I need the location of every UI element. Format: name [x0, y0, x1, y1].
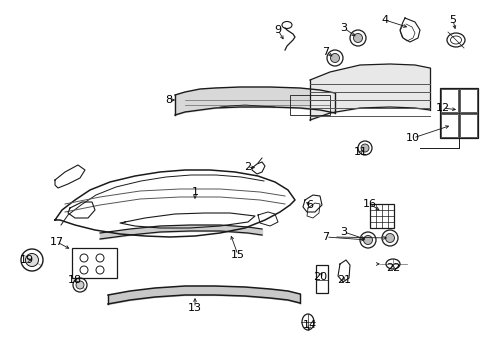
Text: 6: 6: [306, 200, 313, 210]
Text: 14: 14: [303, 320, 316, 330]
Text: 21: 21: [336, 275, 350, 285]
Ellipse shape: [363, 235, 372, 244]
Text: 1: 1: [191, 187, 198, 197]
Text: 12: 12: [435, 103, 449, 113]
Bar: [440, 114, 457, 137]
Text: 4: 4: [381, 15, 388, 25]
Bar: [439, 88, 477, 138]
Bar: [459, 89, 476, 112]
Text: 3: 3: [340, 23, 347, 33]
Text: 2: 2: [244, 162, 251, 172]
Bar: [369, 204, 393, 228]
Text: 3: 3: [340, 227, 347, 237]
Ellipse shape: [330, 54, 339, 63]
Bar: [440, 89, 457, 112]
Text: 11: 11: [353, 147, 367, 157]
Text: 8: 8: [165, 95, 172, 105]
Text: 19: 19: [20, 255, 34, 265]
Ellipse shape: [76, 281, 84, 289]
Text: 13: 13: [187, 303, 202, 313]
Bar: [72, 248, 117, 278]
Text: 18: 18: [68, 275, 82, 285]
Text: 22: 22: [385, 263, 399, 273]
Bar: [289, 95, 329, 115]
Text: 17: 17: [50, 237, 64, 247]
Ellipse shape: [353, 33, 362, 42]
Ellipse shape: [360, 144, 368, 152]
Bar: [315, 265, 327, 293]
Text: 5: 5: [448, 15, 456, 25]
Text: 16: 16: [362, 199, 376, 209]
Text: 9: 9: [274, 25, 281, 35]
Ellipse shape: [385, 234, 394, 243]
Text: 20: 20: [312, 272, 326, 282]
Text: 7: 7: [322, 232, 329, 242]
Text: 7: 7: [322, 47, 329, 57]
Text: 10: 10: [405, 133, 419, 143]
Bar: [459, 114, 476, 137]
Ellipse shape: [25, 253, 39, 266]
Text: 15: 15: [230, 250, 244, 260]
